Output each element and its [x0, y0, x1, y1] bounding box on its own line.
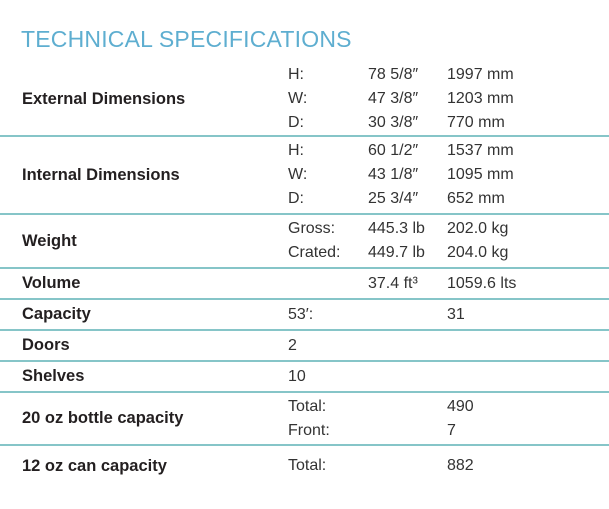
spec-metric: 1059.6 lts [447, 274, 517, 292]
spec-label: Shelves [22, 367, 85, 385]
spec-metric: 1095 mm [447, 166, 514, 183]
spec-value-line: W: 43 1/8″ 1095 mm [288, 163, 609, 187]
spec-value-line: 37.4 ft³ 1059.6 lts [288, 272, 609, 296]
spec-imperial: 78 5/8″ [368, 66, 419, 83]
spec-metric: 1997 mm [447, 66, 514, 83]
spec-key: D: [288, 114, 304, 131]
spec-metric: 490 [447, 397, 474, 415]
spec-row-doors: Doors 2 [0, 331, 609, 362]
spec-key: H: [288, 66, 304, 83]
spec-values: Total: 490 Front: 7 [288, 395, 609, 443]
spec-label: Doors [22, 336, 70, 354]
spec-row-capacity: Capacity 53′: 31 [0, 300, 609, 331]
spec-value-line: Front: 7 [288, 419, 609, 443]
spec-imperial [368, 365, 447, 389]
spec-row-bottle-capacity: 20 oz bottle capacity Total: 490 Front: 7 [0, 393, 609, 446]
spec-label: Capacity [22, 305, 91, 323]
spec-row-external-dimensions: External Dimensions H: 78 5/8″ 1997 mm W: 47 … [0, 63, 609, 137]
spec-row-internal-dimensions: Internal Dimensions H: 60 1/2″ 1537 mm W: 43 … [0, 137, 609, 215]
spec-value-line: Total: 490 [288, 395, 609, 419]
spec-key: D: [288, 190, 304, 207]
spec-values: 37.4 ft³ 1059.6 lts [288, 272, 609, 296]
spec-metric [447, 334, 567, 358]
spec-metric: 770 mm [447, 114, 505, 131]
spec-label: External Dimensions [22, 89, 186, 108]
spec-table: External Dimensions H: 78 5/8″ 1997 mm W: 47 … [0, 63, 609, 486]
spec-row-shelves: Shelves 10 [0, 362, 609, 393]
spec-row-can-capacity: 12 oz can capacity Total: 882 [0, 446, 609, 486]
spec-key: Front: [288, 421, 330, 439]
spec-metric: 882 [447, 457, 474, 474]
spec-imperial: 47 3/8″ [368, 90, 419, 107]
spec-values: 53′: 31 [288, 303, 609, 327]
spec-imperial: 445.3 lb [368, 220, 425, 237]
spec-values: H: 78 5/8″ 1997 mm W: 47 3/8″ 1203 mm D: 30 3/8… [288, 63, 609, 135]
spec-key: Total: [288, 457, 327, 474]
spec-metric: 31 [447, 305, 465, 323]
spec-imperial: 43 1/8″ [368, 166, 419, 183]
spec-metric: 7 [447, 421, 456, 439]
spec-value-line: D: 25 3/4″ 652 mm [288, 187, 609, 211]
spec-values: H: 60 1/2″ 1537 mm W: 43 1/8″ 1095 mm D: 25 3/4… [288, 139, 609, 211]
spec-key: 2 [288, 336, 297, 354]
spec-label: Weight [22, 231, 77, 250]
spec-key: Crated: [288, 244, 341, 261]
spec-value-line: W: 47 3/8″ 1203 mm [288, 87, 609, 111]
spec-metric: 1537 mm [447, 142, 514, 159]
spec-values: 2 [288, 334, 609, 358]
spec-imperial [368, 395, 447, 419]
spec-label: 20 oz bottle capacity [22, 409, 184, 427]
spec-imperial [368, 419, 447, 443]
spec-key: 53′: [288, 305, 314, 323]
spec-key: W: [288, 90, 308, 107]
spec-value-line: H: 60 1/2″ 1537 mm [288, 139, 609, 163]
spec-label: Volume [22, 274, 81, 292]
spec-values: Total: 882 [288, 454, 609, 478]
spec-imperial: 449.7 lb [368, 244, 425, 261]
spec-metric: 1203 mm [447, 90, 514, 107]
spec-imperial: 25 3/4″ [368, 190, 419, 207]
spec-value-line: 2 [288, 334, 609, 358]
spec-metric: 202.0 kg [447, 220, 509, 237]
spec-value-line: 10 [288, 365, 609, 389]
spec-value-line: D: 30 3/8″ 770 mm [288, 111, 609, 135]
spec-value-line: Crated: 449.7 lb 204.0 kg [288, 241, 609, 265]
spec-row-volume: Volume 37.4 ft³ 1059.6 lts [0, 269, 609, 300]
spec-value-line: Total: 882 [288, 454, 609, 478]
spec-value-line: Gross: 445.3 lb 202.0 kg [288, 217, 609, 241]
spec-key [288, 272, 368, 296]
spec-value-line: H: 78 5/8″ 1997 mm [288, 63, 609, 87]
spec-label: 12 oz can capacity [22, 456, 167, 475]
spec-metric [447, 365, 567, 389]
spec-values: Gross: 445.3 lb 202.0 kg Crated: 449.7 lb 204… [288, 217, 609, 265]
spec-imperial [368, 303, 447, 327]
spec-key: Total: [288, 397, 327, 415]
spec-imperial: 37.4 ft³ [368, 274, 418, 292]
spec-metric: 652 mm [447, 190, 505, 207]
spec-metric: 204.0 kg [447, 244, 509, 261]
spec-label: Internal Dimensions [22, 165, 180, 184]
spec-imperial [368, 454, 447, 478]
page-title: TECHNICAL SPECIFICATIONS [21, 26, 352, 52]
spec-key: H: [288, 142, 304, 159]
spec-imperial [368, 334, 447, 358]
spec-imperial: 60 1/2″ [368, 142, 419, 159]
spec-key: 10 [288, 367, 306, 385]
spec-row-weight: Weight Gross: 445.3 lb 202.0 kg Crated: 449.7… [0, 215, 609, 269]
spec-values: 10 [288, 365, 609, 389]
spec-imperial: 30 3/8″ [368, 114, 419, 131]
spec-key: W: [288, 166, 308, 183]
spec-value-line: 53′: 31 [288, 303, 609, 327]
spec-key: Gross: [288, 220, 336, 237]
